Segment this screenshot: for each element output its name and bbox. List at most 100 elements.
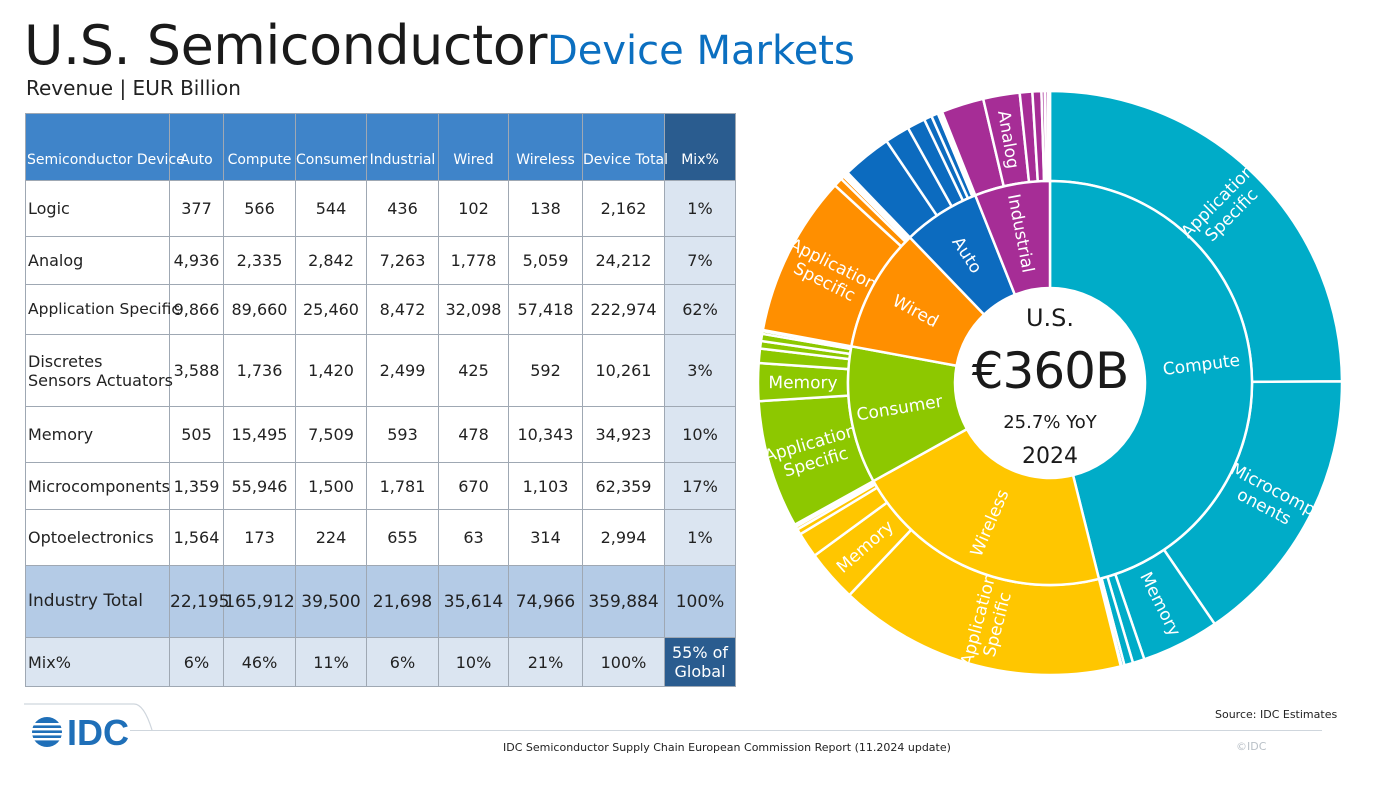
center-region: U.S. (1026, 304, 1074, 332)
table-cell: 592 (508, 334, 583, 407)
table-cell: 10% (438, 637, 509, 687)
table-cell: 359,884 (582, 565, 665, 638)
table-cell: 2,162 (582, 180, 665, 237)
table-cell: 57,418 (508, 284, 583, 335)
table-cell: 35,614 (438, 565, 509, 638)
table-cell: 8,472 (366, 284, 439, 335)
table-header-row: Semiconductor Device Auto Compute Consum… (25, 113, 736, 181)
mix-cell: 1% (664, 509, 736, 566)
table-cell: 1,359 (169, 462, 224, 510)
source-note: Source: IDC Estimates (1215, 708, 1338, 721)
table-cell: 5,059 (508, 236, 583, 285)
sunburst-chart: ComputeApplicationSpecificMicrocomponent… (756, 89, 1344, 677)
table-cell: 165,912 (223, 565, 296, 638)
col-header: Semiconductor Device (25, 113, 185, 181)
table-cell: 2,842 (295, 236, 367, 285)
table-total-row: Industry Total 22,195 165,912 39,500 21,… (25, 565, 736, 638)
global-share-line: 55% of (671, 643, 729, 662)
table-cell: 63 (438, 509, 509, 566)
table-cell: 2,335 (223, 236, 296, 285)
table-cell: 10,343 (508, 406, 583, 463)
footer-divider-arc (24, 703, 153, 731)
table-cell: 1,500 (295, 462, 367, 510)
table-cell: 25,460 (295, 284, 367, 335)
table-cell: 6% (366, 637, 439, 687)
idc-logo: IDC (32, 714, 129, 750)
center-hole (955, 288, 1145, 478)
table-cell: 544 (295, 180, 367, 237)
table-cell: 314 (508, 509, 583, 566)
table-cell: 22,195 (169, 565, 229, 638)
row-label: Optoelectronics (25, 509, 170, 566)
table-row: Memory 505 15,495 7,509 593 478 10,343 3… (25, 406, 736, 463)
table-cell: 224 (295, 509, 367, 566)
mix-cell: 3% (664, 334, 736, 407)
row-label: Industry Total (25, 565, 170, 638)
table-cell: 593 (366, 406, 439, 463)
mix-cell: 7% (664, 236, 736, 285)
row-label-line: Sensors Actuators (28, 370, 173, 390)
table-cell: 566 (223, 180, 296, 237)
table-mix-row: Mix% 6% 46% 11% 6% 10% 21% 100% 55% of G… (25, 637, 736, 687)
segment-label: Memory (768, 373, 837, 393)
table-cell: 102 (438, 180, 509, 237)
inner-segment-industrial (973, 179, 1052, 297)
row-label: Analog (25, 236, 170, 285)
table-cell: 46% (223, 637, 296, 687)
center-year: 2024 (1022, 444, 1078, 469)
col-header: Consumer (295, 113, 367, 181)
mix-cell: 10% (664, 406, 736, 463)
table-row: Logic 377 566 544 436 102 138 2,162 1% (25, 180, 736, 237)
row-label: Application Specific (25, 284, 180, 335)
col-header: Auto (169, 113, 224, 181)
row-label: Logic (25, 180, 170, 237)
table-cell: 7,263 (366, 236, 439, 285)
table-cell: 1,564 (169, 509, 224, 566)
subtitle: Revenue | EUR Billion (26, 76, 241, 100)
table-row: Optoelectronics 1,564 173 224 655 63 314… (25, 509, 736, 566)
table-cell: 478 (438, 406, 509, 463)
table-cell: 39,500 (295, 565, 367, 638)
global-share-cell: 55% of Global (664, 637, 736, 687)
center-growth: 25.7% YoY (1003, 412, 1098, 433)
table-cell: 1,781 (366, 462, 439, 510)
table-cell: 89,660 (223, 284, 296, 335)
table-cell: 24,212 (582, 236, 665, 285)
table-cell: 9,866 (169, 284, 224, 335)
table-cell: 100% (582, 637, 665, 687)
table-cell: 55,946 (223, 462, 296, 510)
table-row: Discretes Sensors Actuators 3,588 1,736 … (25, 334, 736, 407)
table-cell: 15,495 (223, 406, 296, 463)
mix-cell: 17% (664, 462, 736, 510)
footer-divider (130, 730, 1322, 731)
table-row: Application Specific 9,866 89,660 25,460… (25, 284, 736, 335)
title-accent: Device Markets (546, 28, 855, 74)
table-cell: 32,098 (438, 284, 509, 335)
table-row: Analog 4,936 2,335 2,842 7,263 1,778 5,0… (25, 236, 736, 285)
global-share-line: Global (674, 662, 726, 681)
table-cell: 670 (438, 462, 509, 510)
page-title: U.S. SemiconductorDevice Markets (24, 14, 855, 77)
table-cell: 222,974 (582, 284, 665, 335)
outer-ring (756, 89, 1344, 677)
title-main: U.S. Semiconductor (24, 14, 547, 77)
mix-cell: 62% (664, 284, 736, 335)
table-cell: 34,923 (582, 406, 665, 463)
mix-cell: 100% (664, 565, 736, 638)
table-cell: 10,261 (582, 334, 665, 407)
report-footer: IDC Semiconductor Supply Chain European … (503, 741, 951, 754)
col-header: Mix% (664, 113, 736, 181)
center-total: €360B (972, 342, 1129, 400)
row-label-line: Discretes (28, 351, 103, 371)
table-cell: 425 (438, 334, 509, 407)
col-header: Device Total (582, 113, 668, 181)
table-cell: 3,588 (169, 334, 224, 407)
table-cell: 1,420 (295, 334, 367, 407)
table-cell: 377 (169, 180, 224, 237)
table-cell: 11% (295, 637, 367, 687)
table-cell: 62,359 (582, 462, 665, 510)
logo-wordmark: IDC (67, 714, 129, 750)
table-cell: 2,994 (582, 509, 665, 566)
revenue-table: Semiconductor Device Auto Compute Consum… (25, 113, 736, 687)
table-cell: 74,966 (508, 565, 583, 638)
